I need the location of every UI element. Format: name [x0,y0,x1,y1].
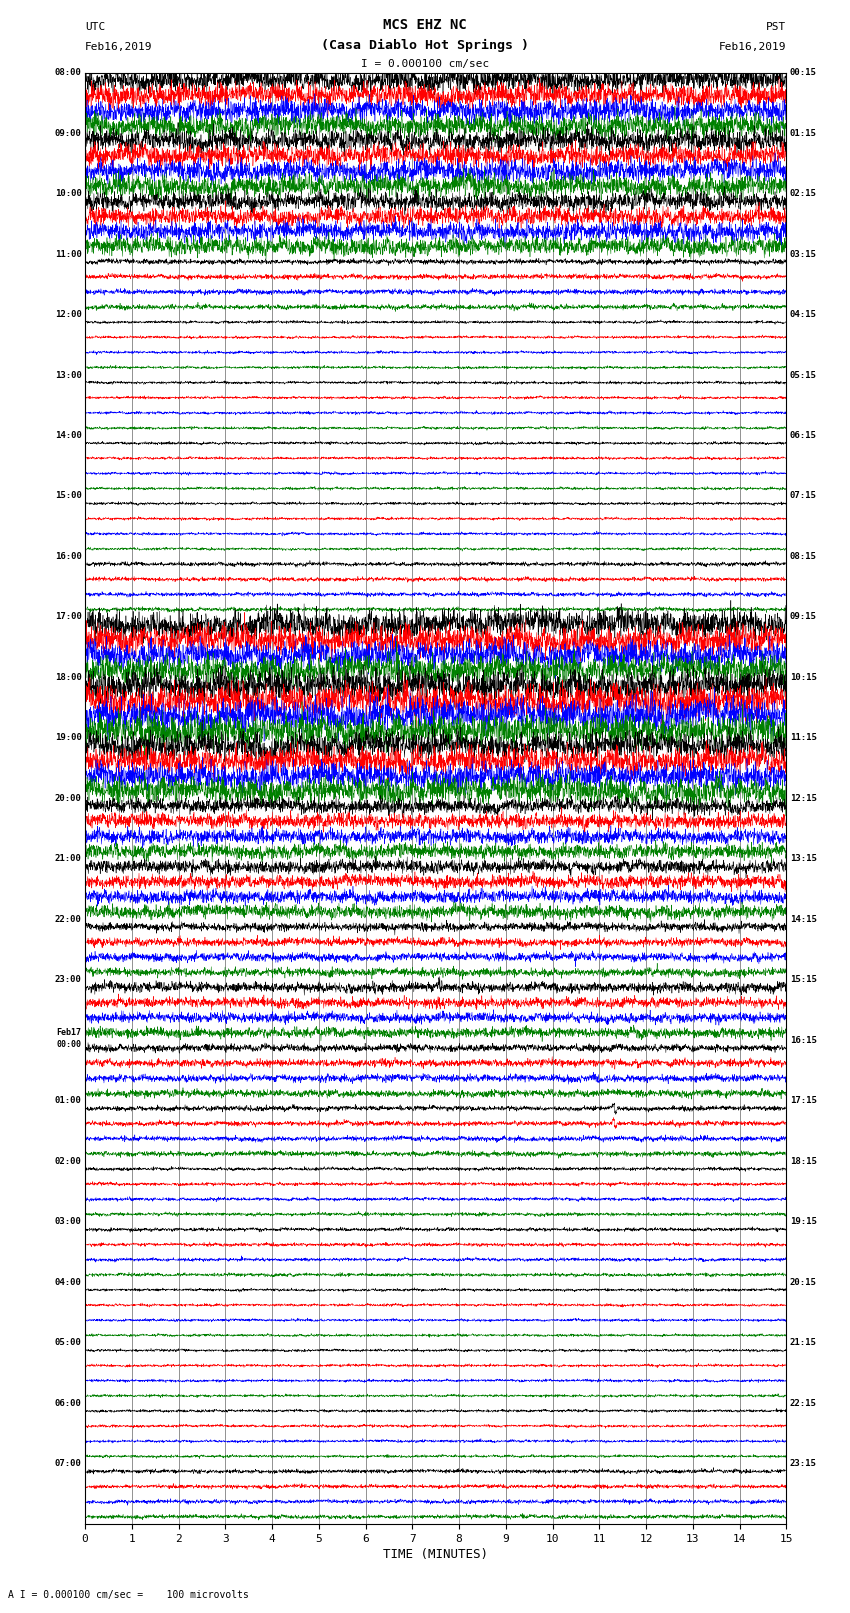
Text: 20:00: 20:00 [54,794,82,803]
Text: 11:15: 11:15 [790,734,817,742]
Text: I = 0.000100 cm/sec: I = 0.000100 cm/sec [361,60,489,69]
Text: 23:00: 23:00 [54,976,82,984]
Text: 10:15: 10:15 [790,673,817,682]
Text: 19:15: 19:15 [790,1218,817,1226]
Text: 08:15: 08:15 [790,552,817,561]
Text: 07:00: 07:00 [54,1460,82,1468]
Text: 09:00: 09:00 [54,129,82,137]
Text: 09:15: 09:15 [790,613,817,621]
Text: 04:15: 04:15 [790,310,817,319]
Text: Feb16,2019: Feb16,2019 [719,42,786,52]
Text: 06:00: 06:00 [54,1398,82,1408]
Text: A I = 0.000100 cm/sec =    100 microvolts: A I = 0.000100 cm/sec = 100 microvolts [8,1590,249,1600]
Text: 17:15: 17:15 [790,1097,817,1105]
Text: 05:15: 05:15 [790,371,817,379]
Text: 22:00: 22:00 [54,915,82,924]
Text: 05:00: 05:00 [54,1339,82,1347]
Text: 00:15: 00:15 [790,68,817,77]
Text: UTC: UTC [85,23,105,32]
Text: 17:00: 17:00 [54,613,82,621]
Text: 08:00: 08:00 [54,68,82,77]
Text: 14:15: 14:15 [790,915,817,924]
Text: 10:00: 10:00 [54,189,82,198]
Text: 22:15: 22:15 [790,1398,817,1408]
Text: 18:00: 18:00 [54,673,82,682]
Text: 01:00: 01:00 [54,1097,82,1105]
Text: 13:15: 13:15 [790,855,817,863]
Text: 01:15: 01:15 [790,129,817,137]
Text: 14:00: 14:00 [54,431,82,440]
Text: 11:00: 11:00 [54,250,82,258]
Text: 20:15: 20:15 [790,1277,817,1287]
Text: 15:00: 15:00 [54,492,82,500]
Text: 12:15: 12:15 [790,794,817,803]
Text: 02:00: 02:00 [54,1157,82,1166]
Text: 04:00: 04:00 [54,1277,82,1287]
Text: 03:00: 03:00 [54,1218,82,1226]
Text: 07:15: 07:15 [790,492,817,500]
Text: 18:15: 18:15 [790,1157,817,1166]
Text: (Casa Diablo Hot Springs ): (Casa Diablo Hot Springs ) [321,39,529,52]
Text: 03:15: 03:15 [790,250,817,258]
X-axis label: TIME (MINUTES): TIME (MINUTES) [383,1548,488,1561]
Text: 23:15: 23:15 [790,1460,817,1468]
Text: MCS EHZ NC: MCS EHZ NC [383,18,467,32]
Text: Feb17: Feb17 [57,1027,82,1037]
Text: 21:00: 21:00 [54,855,82,863]
Text: 13:00: 13:00 [54,371,82,379]
Text: 21:15: 21:15 [790,1339,817,1347]
Text: 12:00: 12:00 [54,310,82,319]
Text: 15:15: 15:15 [790,976,817,984]
Text: 16:15: 16:15 [790,1036,817,1045]
Text: 00:00: 00:00 [57,1040,82,1050]
Text: 02:15: 02:15 [790,189,817,198]
Text: 06:15: 06:15 [790,431,817,440]
Text: PST: PST [766,23,786,32]
Text: Feb16,2019: Feb16,2019 [85,42,152,52]
Text: 16:00: 16:00 [54,552,82,561]
Text: 19:00: 19:00 [54,734,82,742]
